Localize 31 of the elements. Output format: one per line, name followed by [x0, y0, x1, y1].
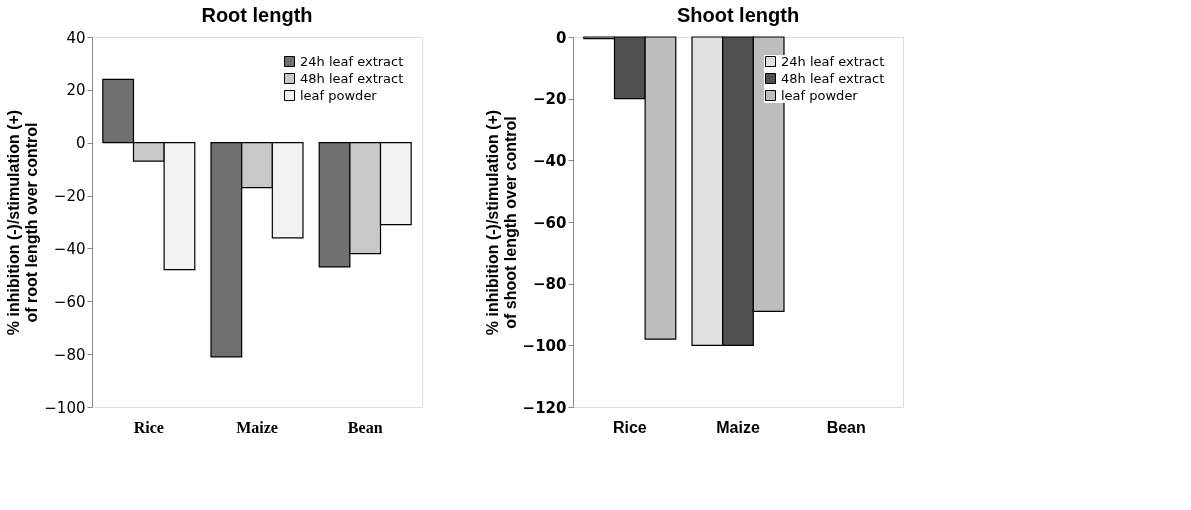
legend-label: 24h leaf extract: [781, 53, 885, 69]
y-tick-label: −100: [44, 398, 86, 417]
y-tick-label: −20: [53, 187, 86, 206]
x-tick-label: Rice: [133, 418, 164, 436]
y-axis-title: % inhibition (-)/stimulation (+) of shoot length over control: [483, 109, 519, 336]
y-tick-label: 40: [66, 28, 86, 47]
y-tick-label: −60: [533, 213, 567, 232]
legend-label: 48h leaf extract: [300, 70, 404, 86]
y-tick-label: −100: [522, 336, 567, 355]
y-tick-label: −80: [533, 275, 567, 294]
legend-label: 48h leaf extract: [781, 70, 885, 86]
y-tick-label: −40: [53, 239, 86, 258]
y-tick-label: −80: [53, 345, 86, 364]
chart-title: Root length: [201, 4, 313, 26]
y-tick-label: −120: [522, 398, 567, 417]
x-tick-label: Maize: [716, 418, 760, 436]
x-tick-label: Bean: [826, 418, 866, 436]
y-tick-label: 0: [556, 28, 567, 47]
y-tick-label: −20: [533, 90, 567, 109]
legend-label: leaf powder: [300, 87, 378, 103]
y-tick-label: −60: [53, 292, 86, 311]
y-tick-label: 20: [66, 81, 86, 100]
legend-label: 24h leaf extract: [300, 53, 404, 69]
y-axis-title: % inhibition (-)/stimulation (+) of root length over control: [5, 109, 41, 336]
y-tick-label: 0: [75, 134, 86, 153]
legend-label: leaf powder: [781, 87, 859, 103]
x-tick-label: Bean: [347, 418, 383, 436]
x-tick-label: Maize: [236, 418, 278, 436]
x-tick-label: Rice: [612, 418, 647, 436]
y-tick-label: −40: [533, 151, 567, 170]
chart-title: Shoot length: [676, 4, 800, 26]
